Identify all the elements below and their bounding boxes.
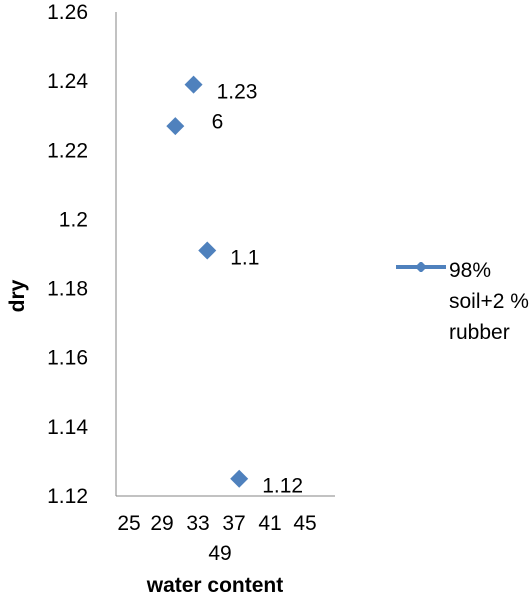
y-tick-label: 1.26 <box>47 1 88 24</box>
data-point-marker <box>184 75 203 94</box>
x-tick-label: 25 <box>117 512 140 535</box>
x-axis-title: water content <box>146 574 284 597</box>
x-tick-labels: 25 29 33 37 41 45 49 <box>117 512 316 565</box>
axes <box>115 12 335 497</box>
y-tick-label: 1.2 <box>59 208 88 231</box>
data-points <box>166 75 249 488</box>
x-tick-label: 37 <box>222 512 245 535</box>
data-point-marker <box>198 241 217 260</box>
data-label: 1.1 <box>230 247 259 270</box>
y-tick-label: 1.24 <box>47 70 88 93</box>
x-tick-label: 45 <box>293 512 316 535</box>
data-point-marker <box>230 469 249 488</box>
x-tick-label: 41 <box>258 512 281 535</box>
data-label: 1.12 <box>262 475 303 498</box>
legend-swatch-icon <box>396 262 446 272</box>
x-tick-label: 49 <box>208 542 231 565</box>
data-label: 1.23 6 <box>212 81 258 134</box>
y-axis-title: dry <box>6 279 29 312</box>
y-tick-label: 1.22 <box>47 139 88 162</box>
y-tick-label: 1.16 <box>47 347 88 370</box>
x-tick-label: 33 <box>186 512 209 535</box>
legend-label: 98% soil+2 % rubber <box>449 259 529 344</box>
data-point-marker <box>166 117 185 136</box>
y-tick-label: 1.14 <box>47 416 88 439</box>
y-tick-label: 1.12 <box>47 485 88 508</box>
y-tick-labels: 1.12 1.14 1.16 1.18 1.2 1.22 1.24 1.26 <box>47 1 88 508</box>
x-tick-label: 29 <box>150 512 173 535</box>
y-tick-label: 1.18 <box>47 278 88 301</box>
data-labels: 1.23 6 1.1 1.12 <box>212 81 304 498</box>
